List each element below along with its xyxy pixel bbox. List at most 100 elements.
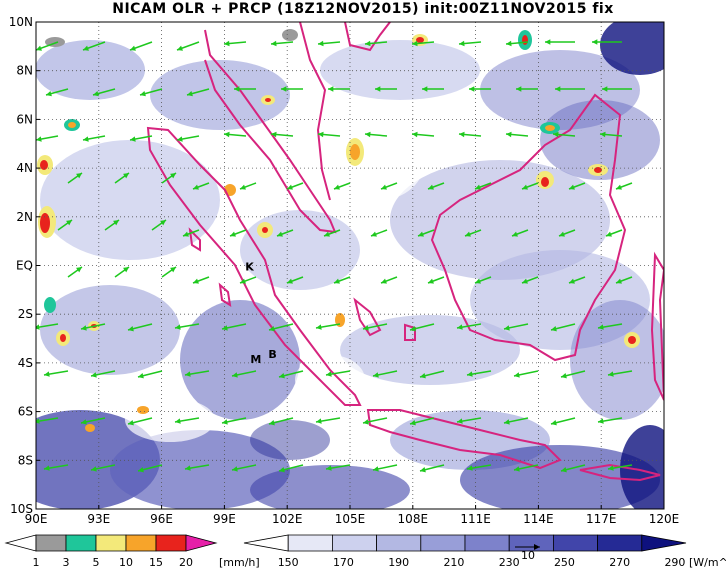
wind-vector [456,323,482,330]
wind-vector [221,417,247,425]
wind-vector [161,266,177,278]
colorbar-label: 190 [388,556,409,569]
wind-vector [550,323,576,332]
wind-vector [43,464,69,471]
wind-vector [104,219,120,231]
wind-vector [315,417,341,424]
olr-colorbar: 150 170 190 210 230 250 270 290 [W/m^2] [243,534,726,569]
wind-vector [278,464,304,473]
colorbar-swatch [65,534,97,552]
wind-vector [229,229,247,237]
precip-cell [346,138,364,166]
lat-label: 6N [16,112,33,126]
wind-vector [417,229,435,237]
wind-vector [137,370,163,379]
wind-vector [151,219,167,231]
lat-label: 2S [18,307,33,321]
wind-vector [458,131,482,138]
wind-vector [270,40,294,47]
wind-vector [129,135,153,142]
wind-vector [419,464,445,473]
coastline-sumatra [146,126,362,406]
lat-label: EQ [16,259,33,273]
coastline-thailand [299,22,331,201]
colorbar-swatch [464,534,510,552]
colorbar-swatch [641,534,687,552]
wind-vector [276,229,294,237]
precip-cell [335,313,345,327]
colorbar-swatch [125,534,157,552]
coastline-borneo [430,93,627,362]
wind-vector [372,464,398,472]
precip-cell [64,119,80,131]
colorbar-swatch [95,534,127,552]
wind-vector [427,182,445,190]
wind-vector [380,182,398,190]
wind-vector [184,464,210,471]
wind-vector [370,229,388,237]
wind-vector [239,276,257,284]
wind-vector [605,229,623,237]
wind-vector [505,40,529,47]
precip-cell [85,424,95,432]
wind-vector [80,323,106,331]
wind-vector [615,182,633,190]
wind-vector [550,417,576,426]
wind-vector [268,323,294,332]
colorbar-swatch [155,534,187,552]
wind-vector [186,88,210,97]
wind-vector [516,86,538,92]
precip-cell [624,332,640,348]
wind-vector [364,40,388,47]
wind-vector [474,276,492,284]
olr-field [36,22,664,509]
vector-legend-arrowhead [534,544,540,550]
wind-vector [521,182,539,190]
wind-vector [114,266,130,278]
colorbar-label: 290 [664,556,685,569]
wind-vector [427,276,445,284]
colorbar-label: 20 [179,556,193,569]
wind-vector [466,370,492,377]
colorbar-swatch [243,534,289,552]
wind-vector [127,417,153,426]
colorbar-swatch [331,534,378,552]
colorbar-swatch [597,534,643,552]
wind-vector [513,370,539,378]
wind-vector [239,182,257,190]
colorbar-label: 250 [554,556,575,569]
lon-label: 90E [25,512,48,526]
colorbar-swatch [553,534,598,552]
wind-vector [615,276,633,284]
wind-vector [503,323,529,331]
lat-label: 6S [18,405,33,419]
wind-vector [139,88,163,97]
colorbar-label: 1 [33,556,40,569]
colorbar-label: 270 [609,556,630,569]
wind-vector [182,229,200,237]
wind-vector [458,40,482,47]
wind-vector [469,86,491,92]
wind-vector [474,182,492,190]
wind-vector [67,172,83,184]
wind-vector [231,464,257,472]
precip-cell [588,164,608,176]
wind-vector [129,41,153,51]
wind-vector [192,276,210,284]
precip-cell [261,95,275,105]
precip-cell [540,122,560,134]
colorbar-label: 150 [278,556,299,569]
wind-vector [317,131,341,138]
wind-vector [90,464,116,472]
precip-cell [137,406,149,414]
precip-cells [37,29,640,432]
wind-vector [286,276,304,284]
colorbar-label: 3 [63,556,70,569]
wind-vector [174,417,200,424]
colorbar-label: 10 [119,556,133,569]
wind-vector [36,417,59,424]
wind-vector [90,370,116,378]
lat-label: 10S [10,502,33,516]
precip-cell [37,155,53,175]
